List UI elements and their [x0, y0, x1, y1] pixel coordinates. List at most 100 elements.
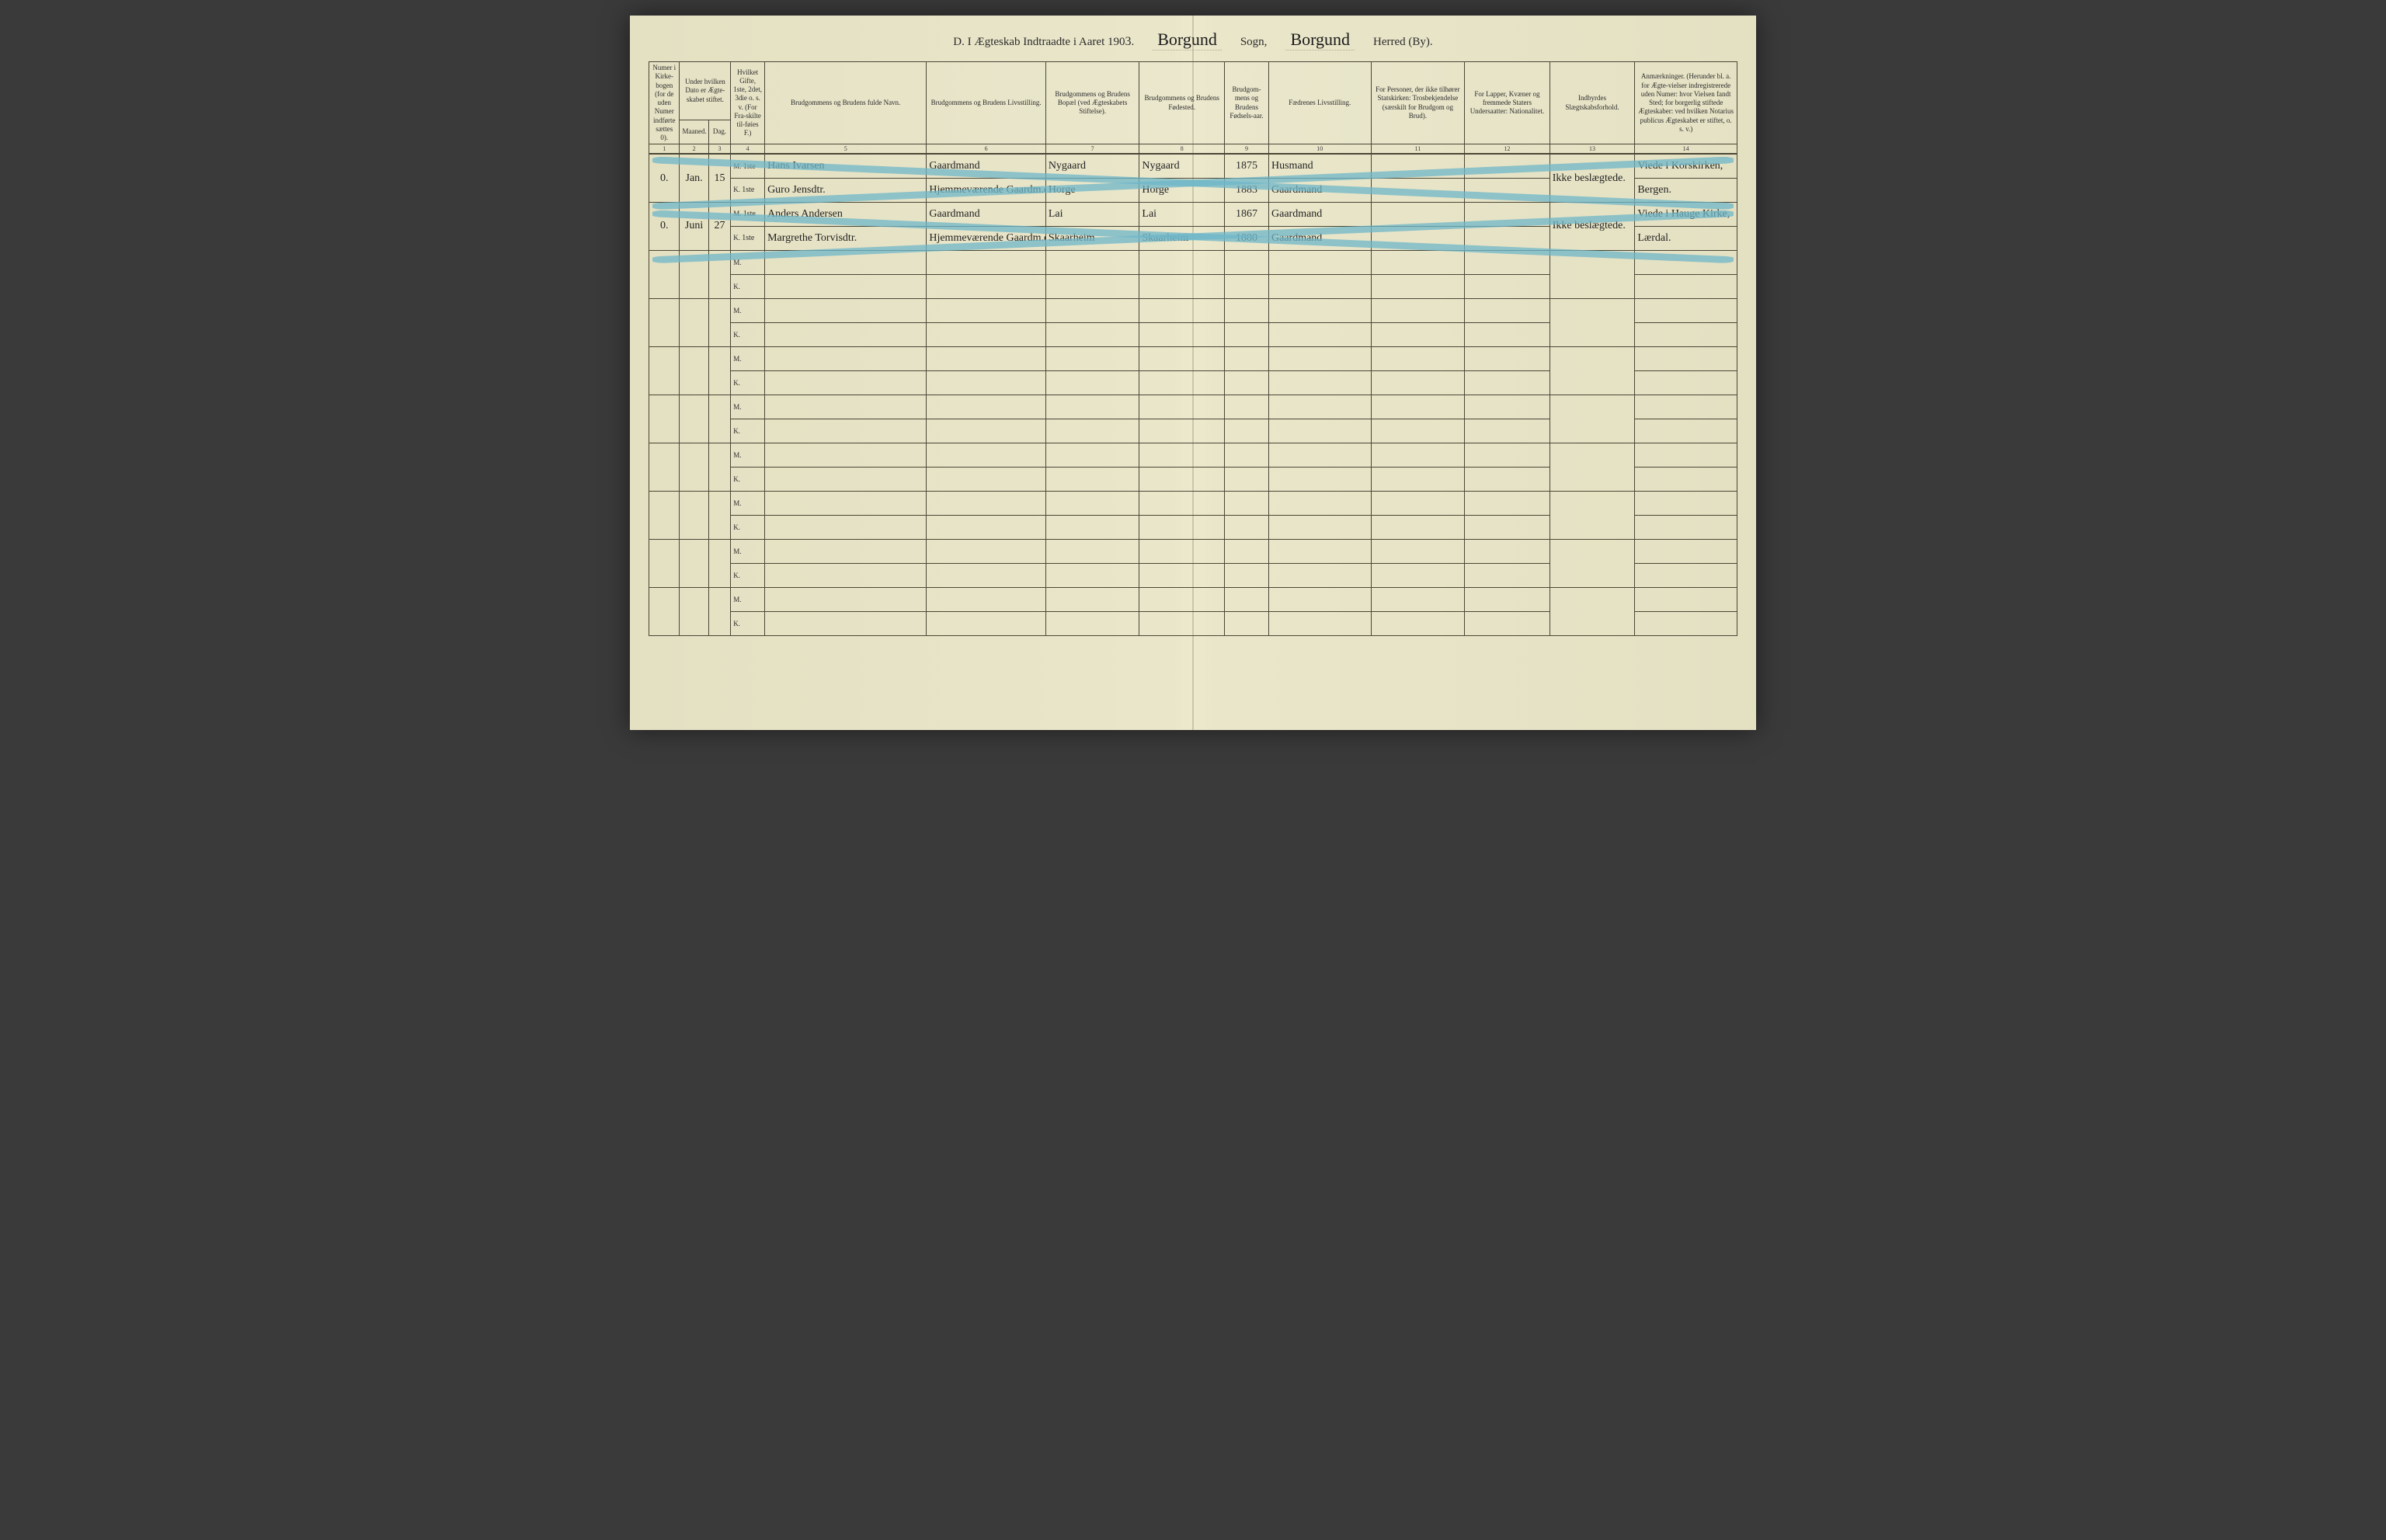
empty: [1045, 370, 1139, 395]
colnum: 6: [927, 144, 1045, 155]
empty: [1550, 491, 1635, 539]
colnum: 3: [708, 144, 731, 155]
mk-label: K. 1ste: [731, 178, 765, 202]
empty: [1269, 491, 1372, 515]
empty: [765, 395, 927, 419]
empty: [1139, 587, 1225, 611]
empty: [680, 539, 708, 587]
empty: [1225, 467, 1269, 491]
empty: [1269, 322, 1372, 346]
empty: [1225, 395, 1269, 419]
empty: [927, 322, 1045, 346]
empty: [1139, 419, 1225, 443]
empty: [1635, 443, 1737, 467]
empty: [927, 515, 1045, 539]
mk-label: M. 1ste: [731, 154, 765, 178]
empty: [1045, 563, 1139, 587]
groom-residence: Nygaard: [1045, 154, 1139, 178]
empty: [765, 370, 927, 395]
empty: [927, 491, 1045, 515]
bride-name: Guro Jensdtr.: [765, 178, 927, 202]
col12-empty: [1465, 154, 1550, 178]
empty-row: M.: [649, 298, 1737, 322]
hdr-col14: Anmærkninger. (Herunder bl. a. for Ægte-…: [1635, 62, 1737, 144]
bride-father: Gaardmand: [1269, 226, 1372, 250]
empty: [1371, 467, 1465, 491]
empty-row: M.: [649, 395, 1737, 419]
empty: [1225, 274, 1269, 298]
col12-empty: [1465, 226, 1550, 250]
empty-row: M.: [649, 491, 1737, 515]
empty: [927, 250, 1045, 274]
empty: [1371, 370, 1465, 395]
mk-label: M.: [731, 346, 765, 370]
empty: [1465, 563, 1550, 587]
empty: [708, 587, 731, 635]
mk-label: K.: [731, 322, 765, 346]
hdr-col11: For Personer, der ikke tilhører Statskir…: [1371, 62, 1465, 144]
mk-label: K.: [731, 274, 765, 298]
sogn-label: Sogn,: [1240, 36, 1268, 49]
empty: [1269, 563, 1372, 587]
empty: [1371, 250, 1465, 274]
empty: [1465, 443, 1550, 467]
entry-row-groom: 0.Jan.15M. 1steHans IvarsenGaardmandNyga…: [649, 154, 1737, 178]
empty: [1139, 395, 1225, 419]
bride-residence: Skaarheim: [1045, 226, 1139, 250]
empty: [1550, 395, 1635, 443]
hdr-col13: Indbyrdes Slægtskabsforhold.: [1550, 62, 1635, 144]
empty: [1465, 587, 1550, 611]
empty: [1371, 539, 1465, 563]
empty: [1465, 346, 1550, 370]
empty: [765, 346, 927, 370]
mk-label: K.: [731, 419, 765, 443]
groom-birthplace: Lai: [1139, 202, 1225, 226]
mk-label: K.: [731, 563, 765, 587]
empty: [1225, 346, 1269, 370]
title-text: D. I Ægteskab Indtraadte i Aaret 190: [953, 36, 1125, 48]
entry-day: 15: [708, 154, 731, 202]
empty: [1465, 467, 1550, 491]
empty: [649, 539, 680, 587]
empty: [1139, 370, 1225, 395]
bride-year: 1883: [1225, 178, 1269, 202]
hdr-col4: Hvilket Gifte, 1ste, 2det, 3die o. s. v.…: [731, 62, 765, 144]
mk-label: K.: [731, 515, 765, 539]
hdr-col12: For Lapper, Kvæner og fremmede Staters U…: [1465, 62, 1550, 144]
col12-empty: [1465, 178, 1550, 202]
mk-label: K.: [731, 467, 765, 491]
empty: [680, 491, 708, 539]
col11-empty: [1371, 154, 1465, 178]
empty: [927, 539, 1045, 563]
groom-father: Gaardmand: [1269, 202, 1372, 226]
empty: [1465, 274, 1550, 298]
empty: [1045, 587, 1139, 611]
empty: [927, 395, 1045, 419]
groom-name: Hans Ivarsen: [765, 154, 927, 178]
empty: [1139, 563, 1225, 587]
empty: [1225, 611, 1269, 635]
bride-status: Hjemmeværende Gaardm.dtr.: [927, 178, 1045, 202]
hdr-col1: Numer i Kirke-bogen (for de uden Numer i…: [649, 62, 680, 144]
empty: [1465, 491, 1550, 515]
empty: [649, 587, 680, 635]
empty: [1465, 515, 1550, 539]
herred-fill: Borgund: [1285, 30, 1355, 50]
empty: [1225, 370, 1269, 395]
empty: [1465, 611, 1550, 635]
empty: [1225, 322, 1269, 346]
empty: [1045, 250, 1139, 274]
empty: [765, 250, 927, 274]
title-period: .: [1131, 36, 1134, 48]
empty: [708, 443, 731, 491]
empty: [927, 611, 1045, 635]
col11-empty: [1371, 202, 1465, 226]
empty: [765, 539, 927, 563]
mk-label: M.: [731, 587, 765, 611]
empty: [1371, 611, 1465, 635]
empty: [765, 322, 927, 346]
empty: [765, 587, 927, 611]
empty: [1635, 346, 1737, 370]
mk-label: M.: [731, 395, 765, 419]
empty: [1225, 298, 1269, 322]
